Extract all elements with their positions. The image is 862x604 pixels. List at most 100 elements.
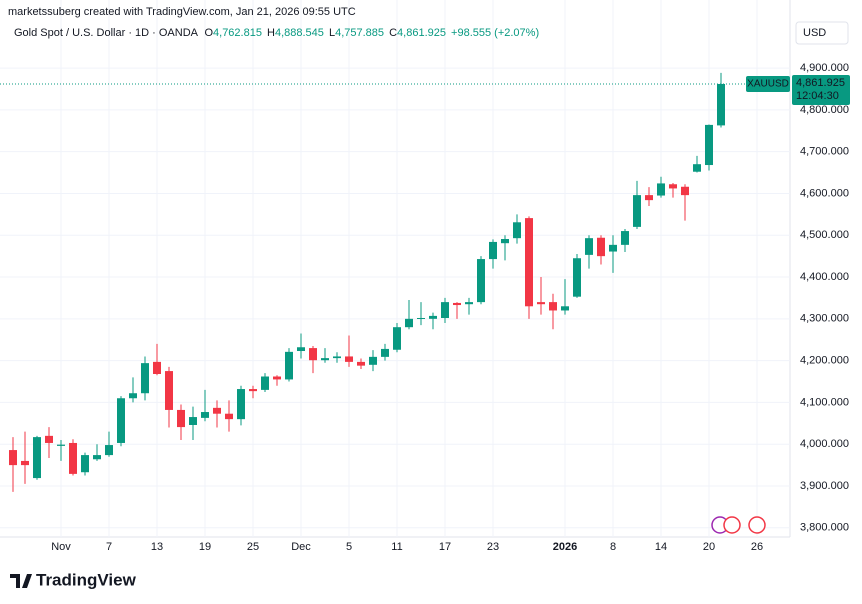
candle-body	[357, 361, 365, 366]
legend-value: 4,888.545	[275, 27, 324, 39]
candle-body	[489, 241, 497, 260]
legend-value: 4,757.885	[335, 27, 384, 39]
candle-body	[537, 302, 545, 305]
x-tick-label: 14	[655, 541, 667, 553]
candle-body	[333, 356, 341, 359]
y-tick-label: 4,900.000	[800, 62, 849, 74]
event-icon[interactable]	[748, 516, 766, 534]
candle-body	[561, 306, 569, 311]
x-tick-label: 11	[391, 541, 402, 553]
candle-body	[105, 445, 113, 456]
x-tick-label: 5	[346, 541, 352, 553]
candle-body	[69, 442, 77, 474]
candle-body	[657, 183, 665, 196]
x-tick-label: 8	[610, 541, 616, 553]
currency[interactable]: USD	[803, 27, 826, 39]
candle-body	[153, 361, 161, 375]
candle-body	[201, 412, 209, 418]
brand-mark	[10, 574, 32, 588]
y-tick-label: 4,300.000	[800, 313, 849, 325]
candle-body	[225, 413, 233, 420]
candle-body	[621, 231, 629, 245]
candle-body	[441, 302, 449, 318]
candle-body	[261, 376, 269, 390]
y-tick-label: 4,000.000	[800, 438, 849, 450]
candle-body	[45, 435, 53, 443]
brand-logo: TradingView	[10, 570, 137, 589]
symbol-tag	[746, 75, 790, 92]
candle-body	[549, 302, 557, 311]
candle-body	[501, 239, 509, 244]
x-tick-label: 23	[487, 541, 499, 553]
candle-body	[141, 363, 149, 394]
legend: Gold Spot / U.S. Dollar · 1D · OANDA O 4,…	[14, 27, 539, 39]
y-tick-label: 3,900.000	[800, 480, 849, 492]
candle-body	[177, 409, 185, 428]
legend-value: 4,861.925	[397, 27, 446, 39]
candle-body	[381, 348, 389, 357]
candle-body	[285, 351, 293, 380]
legend-key: C	[389, 27, 397, 39]
y-tick-label: 4,400.000	[800, 271, 849, 283]
candle-body	[609, 244, 617, 252]
candle-body	[117, 398, 125, 443]
candle-body	[369, 356, 377, 365]
candle-body	[705, 124, 713, 166]
x-tick-label: 19	[199, 541, 211, 553]
symbol-tag-label: XAUUSD	[747, 79, 789, 90]
y-tick-label: 4,600.000	[800, 187, 849, 199]
candle-body	[681, 186, 689, 196]
candle-body	[633, 195, 641, 227]
candle-body	[717, 83, 725, 126]
brand: TradingView	[36, 570, 137, 589]
candle-body	[429, 315, 437, 319]
candle-body	[405, 318, 413, 328]
legend-key: O	[204, 27, 213, 39]
grid	[0, 0, 791, 538]
candle-body	[417, 317, 425, 319]
candle-body	[525, 218, 533, 307]
x-tick-label: 25	[247, 541, 259, 553]
legend-change: +98.555 (+2.07%)	[451, 27, 539, 39]
candle-body	[93, 455, 101, 460]
y-tick-label: 4,700.000	[800, 146, 849, 158]
candle-body	[693, 164, 701, 172]
candle-body	[213, 407, 221, 414]
attribution: marketssuberg created with TradingView.c…	[8, 6, 356, 18]
event-icon[interactable]	[723, 516, 741, 534]
legend-key: L	[329, 27, 335, 39]
currency-box[interactable]	[795, 21, 849, 45]
price-tag-countdown: 12:04:30	[796, 90, 839, 102]
candle-body	[189, 417, 197, 425]
candle-body	[573, 258, 581, 297]
candle-body	[597, 237, 605, 257]
candle-body	[645, 195, 653, 201]
candle-body	[249, 389, 257, 392]
candle-body	[129, 393, 137, 399]
legend-symbol: Gold Spot / U.S. Dollar · 1D · OANDA	[14, 27, 199, 39]
candle-body	[321, 358, 329, 361]
candle-body	[81, 455, 89, 473]
candle-body	[393, 327, 401, 350]
x-tick-label: 2026	[553, 541, 577, 553]
candle-body	[57, 444, 65, 446]
candle-body	[165, 371, 173, 410]
candle-body	[585, 238, 593, 255]
price-tag-label: 4,861.925	[796, 77, 845, 89]
candle-body	[237, 389, 245, 420]
y-tick-label: 3,800.000	[800, 522, 849, 534]
price-tag	[792, 74, 850, 105]
x-tick-label: Dec	[291, 541, 311, 553]
event-icons	[711, 516, 766, 534]
y-tick-label: 4,500.000	[800, 229, 849, 241]
candle-body	[669, 184, 677, 189]
candle-body	[345, 356, 353, 362]
candle-body	[513, 222, 521, 239]
candle-body	[21, 460, 29, 466]
x-tick-label: 17	[439, 541, 451, 553]
candle-body	[273, 376, 281, 380]
x-tick-label: 13	[151, 541, 163, 553]
candle-body	[465, 302, 473, 305]
